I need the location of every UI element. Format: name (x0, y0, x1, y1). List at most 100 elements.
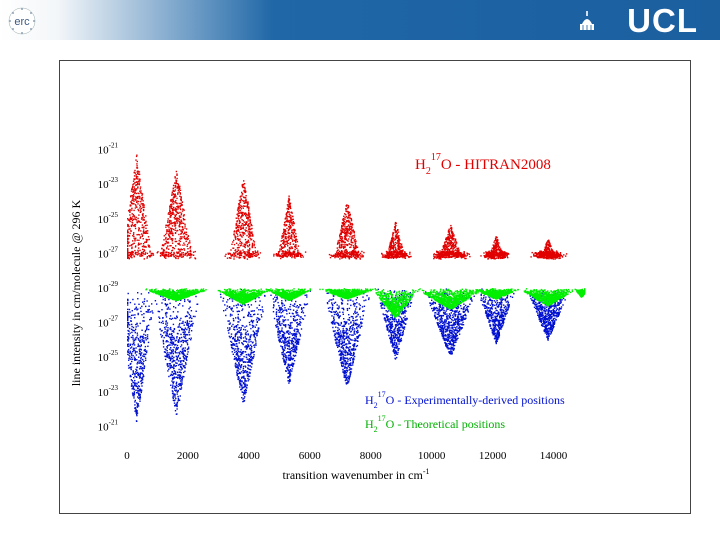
data-point (287, 245, 289, 247)
data-point (189, 320, 191, 323)
data-point (398, 238, 400, 240)
data-point (384, 254, 386, 256)
data-point (395, 254, 398, 256)
data-point (171, 205, 173, 207)
data-point (185, 252, 188, 255)
data-point (175, 218, 177, 220)
data-point (178, 188, 180, 191)
data-point (180, 363, 182, 366)
data-point (457, 253, 459, 255)
data-point (134, 410, 136, 412)
data-point (338, 245, 341, 247)
data-point (137, 195, 139, 198)
data-point (245, 243, 247, 246)
data-point (248, 212, 250, 215)
data-point (149, 250, 151, 252)
data-point (287, 231, 289, 233)
data-point (141, 379, 144, 381)
data-point (149, 246, 151, 248)
data-point (347, 252, 349, 254)
data-point (493, 255, 495, 258)
data-point (341, 255, 343, 258)
data-point (129, 344, 131, 346)
data-point (442, 254, 444, 256)
data-point (292, 232, 294, 234)
data-point (148, 238, 150, 241)
data-point (247, 245, 249, 248)
data-point (133, 382, 136, 385)
data-point (244, 383, 247, 385)
data-point (172, 395, 174, 397)
data-point (176, 402, 178, 404)
data-point (466, 254, 468, 256)
data-point (363, 251, 365, 254)
data-point (176, 197, 178, 200)
data-point (348, 232, 350, 235)
data-point (152, 312, 154, 314)
data-point (186, 323, 188, 325)
data-point (287, 255, 289, 257)
data-point (340, 236, 342, 238)
data-point (140, 192, 143, 194)
data-point (390, 240, 392, 242)
data-point (540, 251, 542, 253)
data-point (398, 250, 400, 253)
data-point (337, 240, 339, 242)
data-point (346, 217, 349, 219)
data-point (394, 238, 397, 241)
data-point (343, 242, 346, 244)
data-point (183, 249, 186, 251)
data-point (173, 306, 175, 308)
data-point (131, 250, 133, 253)
data-point (388, 251, 391, 253)
data-point (135, 338, 137, 341)
data-point (448, 233, 451, 235)
data-point (224, 304, 226, 306)
data-point (283, 230, 285, 232)
data-point (495, 242, 497, 244)
data-point (173, 222, 175, 224)
data-point (503, 252, 505, 255)
data-point (166, 363, 169, 365)
data-point (135, 354, 138, 356)
data-point (457, 256, 459, 258)
data-point (245, 325, 248, 327)
data-point (135, 409, 137, 411)
data-point (190, 337, 192, 339)
data-point (239, 221, 241, 224)
data-point (139, 207, 141, 209)
data-point (495, 251, 497, 253)
data-point (251, 255, 253, 257)
data-point (178, 351, 180, 354)
data-point (390, 244, 393, 247)
data-point (392, 256, 395, 259)
data-point (181, 201, 184, 203)
data-point (185, 240, 187, 243)
data-point (345, 255, 347, 257)
data-point (292, 215, 294, 218)
data-point (251, 242, 254, 245)
data-point (143, 353, 145, 356)
data-point (183, 336, 185, 338)
data-point (282, 247, 284, 249)
data-point (176, 371, 179, 373)
data-point (405, 253, 407, 255)
data-point (290, 226, 292, 228)
data-point (174, 385, 176, 387)
data-point (127, 313, 129, 316)
data-point (170, 251, 173, 254)
data-point (491, 249, 493, 251)
data-point (131, 352, 133, 355)
data-point (397, 244, 399, 246)
data-point (499, 254, 501, 256)
data-point (497, 245, 500, 247)
data-point (385, 255, 387, 258)
data-point (294, 240, 296, 242)
data-point (247, 214, 249, 216)
data-point (233, 230, 236, 232)
data-point (177, 248, 180, 250)
data-point (390, 246, 393, 249)
data-point (485, 251, 487, 253)
data-point (485, 254, 487, 256)
data-point (247, 220, 249, 222)
